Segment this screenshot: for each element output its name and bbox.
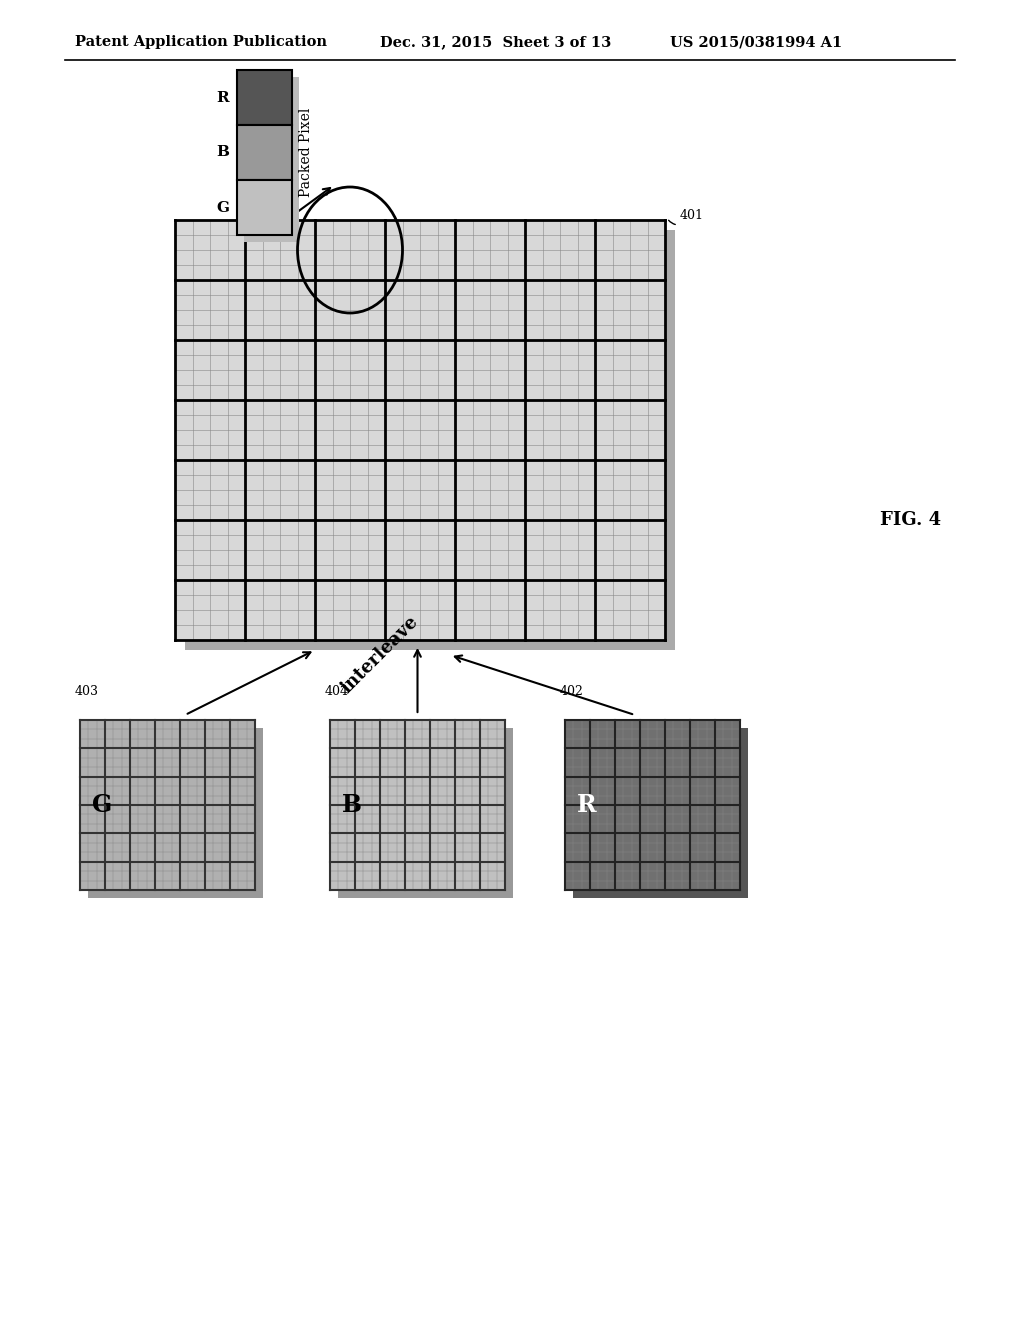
Text: US 2015/0381994 A1: US 2015/0381994 A1 bbox=[670, 36, 843, 49]
Bar bbox=[185, 230, 675, 649]
Text: G: G bbox=[92, 793, 113, 817]
Text: 401: 401 bbox=[680, 209, 705, 222]
Bar bbox=[237, 180, 292, 235]
Text: 402: 402 bbox=[560, 685, 584, 698]
Bar bbox=[237, 70, 292, 125]
Bar bbox=[573, 729, 748, 898]
Text: G: G bbox=[216, 201, 229, 214]
Bar bbox=[244, 77, 299, 242]
Text: 404: 404 bbox=[325, 685, 349, 698]
Text: Dec. 31, 2015  Sheet 3 of 13: Dec. 31, 2015 Sheet 3 of 13 bbox=[380, 36, 611, 49]
Bar bbox=[330, 719, 505, 890]
Text: B: B bbox=[342, 793, 361, 817]
Bar bbox=[88, 729, 263, 898]
Bar bbox=[338, 729, 513, 898]
Text: R: R bbox=[217, 91, 229, 104]
Text: R: R bbox=[577, 793, 597, 817]
Text: Packed Pixel: Packed Pixel bbox=[299, 108, 313, 197]
Bar bbox=[237, 125, 292, 180]
Text: FIG. 4: FIG. 4 bbox=[880, 511, 941, 529]
Text: Patent Application Publication: Patent Application Publication bbox=[75, 36, 327, 49]
Bar bbox=[565, 719, 740, 890]
Bar bbox=[175, 220, 665, 640]
Bar bbox=[80, 719, 255, 890]
Text: B: B bbox=[216, 145, 229, 160]
Text: 403: 403 bbox=[75, 685, 99, 698]
Text: interleave: interleave bbox=[338, 612, 422, 697]
